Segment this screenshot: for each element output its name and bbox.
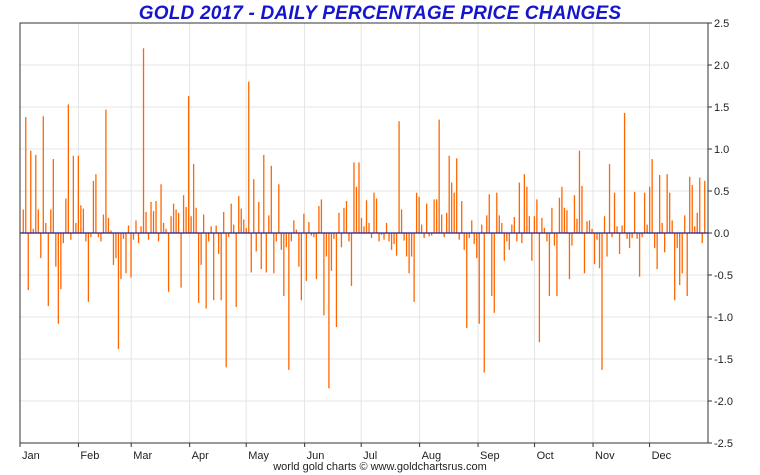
y-tick-label: -1.0 <box>714 312 733 324</box>
y-tick-label: -1.5 <box>714 354 733 366</box>
chart-title: GOLD 2017 - DAILY PERCENTAGE PRICE CHANG… <box>138 3 622 24</box>
y-tick-label: 2.5 <box>714 18 729 30</box>
x-tick-label: Dec <box>652 450 672 462</box>
y-tick-label: 1.0 <box>714 144 729 156</box>
x-tick-label: Sep <box>480 450 500 462</box>
y-tick-label: 2.0 <box>714 60 729 72</box>
footer-credit: world gold charts © www.goldchartsrus.co… <box>273 461 487 473</box>
x-tick-label: Aug <box>422 450 442 462</box>
y-tick-label: -2.0 <box>714 396 733 408</box>
y-tick-label: 1.5 <box>714 102 729 114</box>
x-tick-label: May <box>248 450 269 462</box>
plot-frame <box>19 22 709 444</box>
x-tick-label: Oct <box>537 450 554 462</box>
y-tick-label: 0.5 <box>714 186 729 198</box>
y-tick-label: -2.5 <box>714 438 733 450</box>
bar-series <box>22 48 706 389</box>
x-tick-label: Mar <box>133 450 152 462</box>
y-tick-label: -0.5 <box>714 270 733 282</box>
x-tick-label: Feb <box>80 450 99 462</box>
y-tick-label: 0.0 <box>714 228 729 240</box>
axes: 2.5 2.0 1.5 1.0 0.5 0.0 -0.5 -1.0 -1.5 -2.0 -2.5 Ja… <box>19 18 733 462</box>
x-tick-label: Jun <box>307 450 325 462</box>
x-tick-label: Apr <box>192 450 209 462</box>
x-tick-label: Jan <box>22 450 40 462</box>
x-tick-label: Jul <box>363 450 377 462</box>
x-tick-label: Nov <box>595 450 615 462</box>
